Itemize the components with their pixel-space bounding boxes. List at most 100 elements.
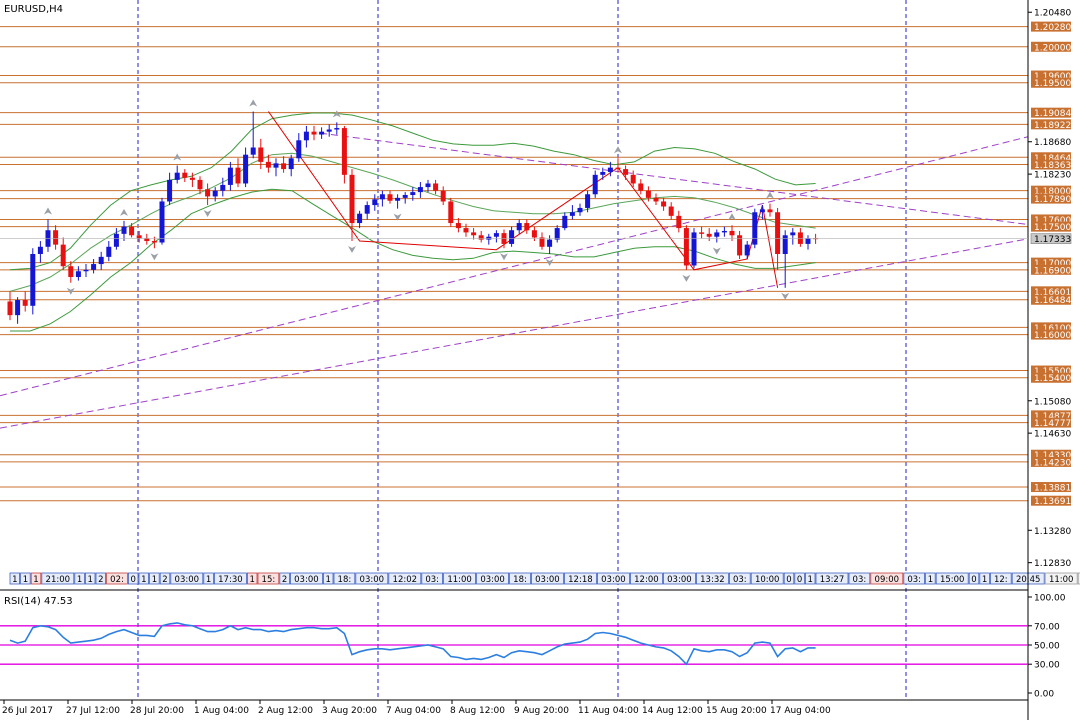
rsi-tick-3: 30.00 (1034, 661, 1060, 671)
candle-74 (569, 205, 575, 220)
candle-31 (243, 147, 249, 188)
symbol-label: EURUSD,H4 (4, 4, 63, 15)
event-box-11 (159, 572, 171, 585)
candle-body-16 (129, 226, 135, 236)
candle-98 (752, 208, 758, 249)
candle-18 (144, 233, 150, 245)
candle-body-9 (75, 271, 81, 278)
rsi-line (9, 622, 816, 666)
level-tag-15: 1.16484 (1031, 294, 1071, 306)
candle-body-83 (638, 183, 644, 191)
candle-82 (630, 170, 636, 188)
level-tag-text-7: 1.18363 (1034, 161, 1071, 171)
event-box-49 (1077, 572, 1080, 585)
level-tag-11: 1.17500 (1031, 221, 1071, 233)
candle-45 (349, 169, 355, 242)
candle-89 (683, 225, 689, 270)
time-tick-12: 17 Aug 04:00 (770, 706, 831, 716)
event-box-48 (1044, 572, 1078, 585)
candle-40 (311, 125, 317, 141)
level-tag-bg-4 (1031, 107, 1071, 118)
event-49: 15:30 (1077, 572, 1080, 585)
event-text-19: 1 (325, 575, 330, 585)
candle-49 (379, 190, 385, 207)
candle-48 (372, 194, 378, 211)
candle-21 (167, 172, 173, 206)
candle-body-41 (319, 131, 325, 135)
candle-body-81 (623, 169, 629, 175)
candle-0 (7, 291, 13, 321)
level-tag-bg-5 (1031, 119, 1071, 130)
candle-body-20 (159, 201, 165, 243)
event-text-8: 0 (130, 575, 135, 585)
level-tag-text-8: 1.18000 (1034, 187, 1071, 197)
event-box-35 (783, 572, 795, 585)
level-tag-bg-0 (1031, 21, 1071, 32)
candle-body-52 (402, 194, 408, 198)
candle-body-56 (433, 183, 439, 191)
candle-body-92 (706, 233, 712, 237)
event-box-5 (85, 572, 96, 585)
candle-15 (121, 220, 127, 242)
fractal-down-65 (500, 253, 508, 261)
level-tag-bg-23 (1031, 456, 1071, 467)
candle-58 (448, 197, 454, 227)
level-tag-bg-10 (1031, 214, 1071, 225)
zigzag-indicator (267, 111, 779, 288)
event-box-23 (421, 572, 443, 585)
candle-body-82 (630, 174, 636, 184)
event-text-18: 03:00 (294, 575, 319, 585)
level-tag-text-11: 1.17500 (1034, 223, 1071, 233)
event-box-30 (630, 572, 663, 585)
event-box-2 (30, 572, 42, 585)
event-41: 03: (903, 572, 925, 585)
candle-body-37 (288, 158, 294, 170)
candle-body-91 (699, 232, 705, 234)
event-30: 12:00 (630, 572, 663, 585)
event-13: 1 (203, 572, 214, 585)
candle-body-6 (53, 230, 59, 245)
candle-62 (478, 230, 484, 243)
event-box-36 (794, 572, 805, 585)
event-26: 18: (509, 572, 531, 585)
event-18: 03:00 (289, 572, 323, 585)
candle-44 (341, 125, 347, 184)
event-23: 03: (421, 572, 443, 585)
candle-55 (425, 179, 431, 193)
event-44: 0 (968, 572, 980, 585)
candle-22 (174, 165, 180, 184)
level-tag-text-10: 1.17600 (1034, 216, 1071, 226)
candle-body-23 (182, 172, 188, 178)
event-box-21 (355, 572, 389, 585)
level-tag-17: 1.16000 (1031, 329, 1071, 341)
level-tag-text-16: 1.16100 (1034, 324, 1071, 334)
candle-46 (357, 210, 363, 229)
candle-body-45 (349, 174, 355, 224)
band-upper (9, 112, 816, 271)
level-tag-21: 1.14777 (1031, 417, 1071, 429)
candle-78 (600, 167, 606, 180)
candle-body-96 (737, 235, 743, 256)
level-tag-bg-25 (1031, 495, 1071, 506)
level-tag-bg-21 (1031, 417, 1071, 428)
candle-76 (585, 190, 591, 213)
candle-20 (159, 197, 165, 245)
candle-body-50 (387, 194, 393, 201)
candle-body-80 (615, 167, 621, 170)
candle-body-54 (417, 187, 423, 193)
level-tag-bg-17 (1031, 329, 1071, 340)
candle-body-102 (782, 235, 788, 254)
candle-body-8 (68, 266, 74, 278)
event-box-46 (990, 572, 1012, 585)
candle-88 (676, 210, 682, 233)
candle-37 (288, 154, 294, 177)
event-box-1 (20, 572, 31, 585)
event-text-37: 1 (807, 575, 812, 585)
event-45: 1 (979, 572, 990, 585)
candle-9 (75, 266, 81, 281)
event-text-9: 1 (141, 575, 146, 585)
candle-83 (638, 179, 644, 195)
candle-body-97 (744, 244, 750, 256)
event-20: 18: (333, 572, 356, 585)
